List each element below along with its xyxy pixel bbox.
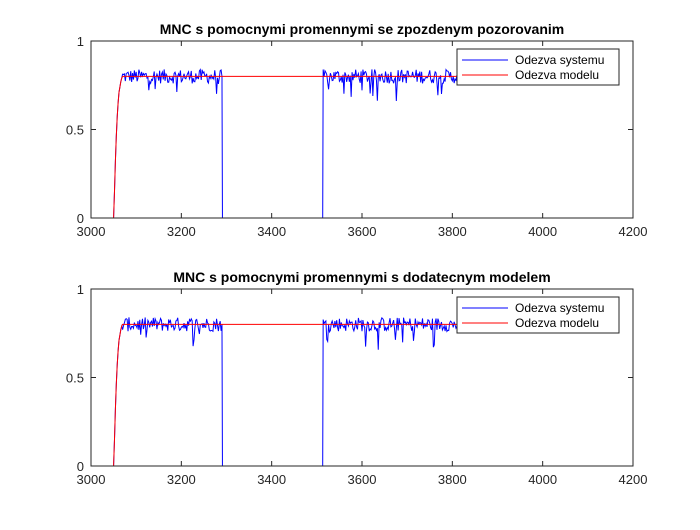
x-tick-label: 3400 (257, 472, 286, 487)
x-tick-label: 3000 (77, 472, 106, 487)
chart-2: 3000 3200 3400 3600 3800 4000 4200 0 0.5 1 MNC s p… (66, 269, 648, 487)
legend-label: Odezva modelu (515, 68, 599, 82)
y-tick-label: 0.5 (66, 123, 84, 138)
x-tick-label: 4000 (528, 472, 557, 487)
series-line-model (113, 75, 462, 218)
legend-box (456, 48, 620, 86)
x-tick-label: 4000 (528, 224, 557, 239)
chart-title: MNC s pomocnymi promennymi se zpozdenym … (160, 21, 565, 37)
series-line-model (113, 323, 462, 466)
x-tick-label: 3400 (257, 224, 286, 239)
y-tick-label: 0 (77, 459, 84, 474)
chart-title: MNC s pomocnymi promennymi s dodatecnym … (173, 269, 550, 285)
x-tick-label: 3200 (167, 472, 196, 487)
x-tick-label: 3800 (438, 224, 467, 239)
y-tick-label: 0 (77, 211, 84, 226)
y-tick-label: 0.5 (66, 371, 84, 386)
legend-label: Odezva systemu (515, 301, 604, 315)
chart-1: 3000 3200 3400 3600 3800 4000 4200 0 0.5 1 MNC s p… (66, 21, 648, 239)
series-line-system (113, 316, 462, 466)
legend-label: Odezva systemu (515, 53, 604, 67)
legend-label: Odezva modelu (515, 316, 599, 330)
x-tick-label: 3800 (438, 472, 467, 487)
y-tick-label: 1 (77, 34, 84, 49)
series-line-system (113, 68, 462, 218)
x-tick-label: 4200 (619, 224, 648, 239)
x-tick-label: 3000 (77, 224, 106, 239)
x-tick-label: 3600 (348, 472, 377, 487)
legend-box (456, 296, 620, 334)
x-tick-label: 3200 (167, 224, 196, 239)
x-tick-label: 3600 (348, 224, 377, 239)
x-tick-label: 4200 (619, 472, 648, 487)
y-tick-label: 1 (77, 282, 84, 297)
